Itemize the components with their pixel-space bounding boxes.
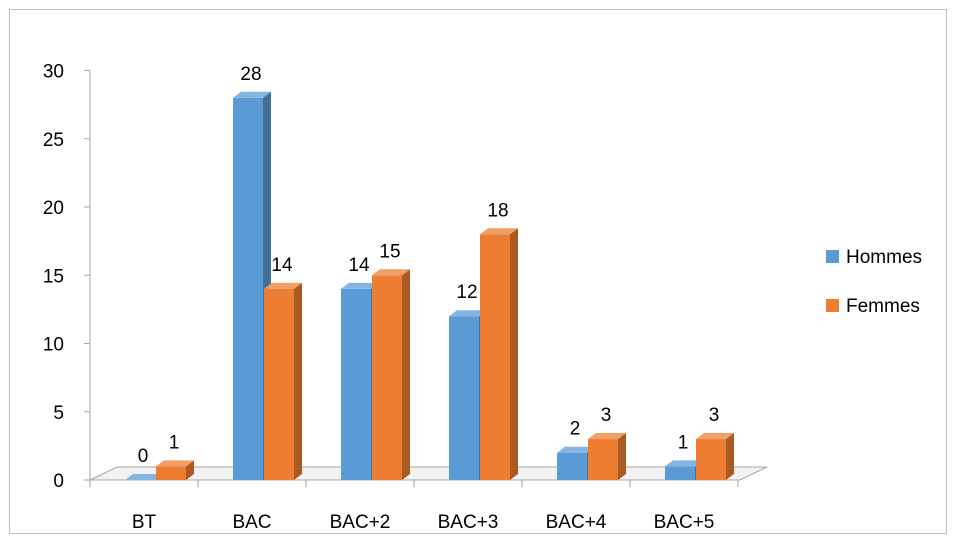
bar-top	[449, 310, 487, 317]
data-label: 3	[709, 405, 720, 426]
y-tick-label: 30	[43, 62, 64, 83]
bar-side	[510, 228, 518, 480]
y-tick-label: 5	[53, 403, 64, 424]
data-label: 14	[348, 255, 370, 276]
bar	[449, 316, 479, 480]
bar-top	[125, 474, 163, 480]
bar	[264, 288, 294, 480]
bar	[156, 466, 186, 480]
y-tick-label: 15	[43, 266, 64, 287]
bar-top	[480, 228, 518, 235]
bar-top	[233, 91, 271, 98]
x-tick-label: BT	[132, 512, 157, 533]
y-tick-label: 20	[43, 198, 64, 219]
data-label: 3	[601, 405, 612, 426]
bar	[696, 439, 726, 480]
bar	[233, 97, 263, 481]
data-label: 1	[169, 432, 180, 453]
y-tick-label: 0	[53, 471, 64, 492]
x-tick-label: BAC+5	[654, 512, 715, 533]
bar-side	[402, 269, 410, 480]
data-label: 12	[456, 282, 477, 303]
bar	[588, 439, 618, 480]
y-tick-label: 10	[43, 335, 64, 356]
data-label: 28	[240, 64, 261, 85]
bar-side	[294, 282, 302, 480]
data-label: 15	[379, 241, 400, 262]
data-label: 1	[678, 432, 689, 453]
x-tick-label: BAC+4	[546, 512, 607, 533]
legend-label: Hommes	[846, 247, 922, 268]
data-label: 18	[487, 200, 508, 221]
bar-top	[372, 269, 410, 276]
data-label: 0	[138, 446, 149, 467]
legend-swatch	[826, 250, 839, 263]
bar-side	[186, 460, 194, 480]
bar-side	[726, 433, 734, 480]
bar	[341, 288, 371, 480]
bar	[480, 234, 510, 480]
bar	[557, 452, 587, 480]
bar-top	[588, 433, 626, 440]
bar-top	[696, 433, 734, 440]
data-label: 2	[570, 419, 581, 440]
legend-swatch	[826, 299, 839, 312]
x-tick-label: BAC	[232, 512, 271, 533]
bar-top	[341, 282, 379, 289]
data-label: 14	[271, 255, 293, 276]
bar-side	[618, 433, 626, 480]
bar-top	[557, 446, 595, 453]
bar-top	[156, 460, 194, 467]
bar-top	[665, 460, 703, 467]
bar-top	[264, 282, 302, 289]
x-tick-label: BAC+2	[330, 512, 391, 533]
legend-label: Femmes	[846, 296, 920, 317]
bar	[372, 275, 402, 480]
y-tick-label: 25	[43, 130, 64, 151]
bar	[665, 466, 695, 480]
x-tick-label: BAC+3	[438, 512, 499, 533]
